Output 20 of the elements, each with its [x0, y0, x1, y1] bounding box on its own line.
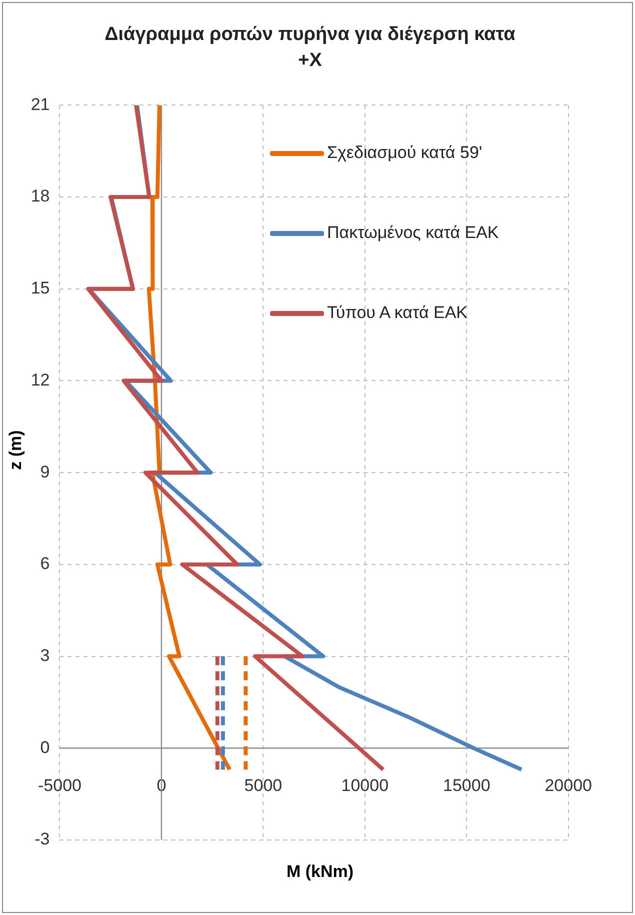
chart-title: Διάγραμμα ροπών πυρήνα για διέγερση κατα +X	[104, 23, 516, 73]
legend-label: Πακτωμένος κατά ΕΑΚ	[327, 223, 499, 243]
legend-label: Τύπου Α κατά ΕΑΚ	[327, 303, 468, 323]
y-tick-label: 9	[40, 462, 50, 482]
x-tick-label: 5000	[244, 776, 282, 796]
y-tick-label: 3	[40, 646, 50, 665]
y-tick-label: 15	[30, 278, 50, 298]
y-tick-label: 0	[40, 738, 50, 757]
x-tick-label: 20000	[544, 776, 592, 796]
y-tick-label: 12	[30, 370, 50, 390]
y-tick-label: -3	[34, 830, 50, 849]
y-tick-label: 18	[30, 186, 50, 206]
y-axis-title: z (m)	[6, 429, 26, 472]
x-axis-title: M (kNm)	[285, 862, 355, 882]
x-tick-label: -5000	[38, 776, 82, 796]
y-tick-label: 21	[30, 94, 50, 114]
x-tick-label: 10000	[341, 776, 389, 796]
legend-label: Σχεδιασμού κατά 59'	[327, 143, 482, 163]
x-tick-label: 15000	[443, 776, 490, 796]
y-tick-label: 6	[40, 554, 50, 574]
